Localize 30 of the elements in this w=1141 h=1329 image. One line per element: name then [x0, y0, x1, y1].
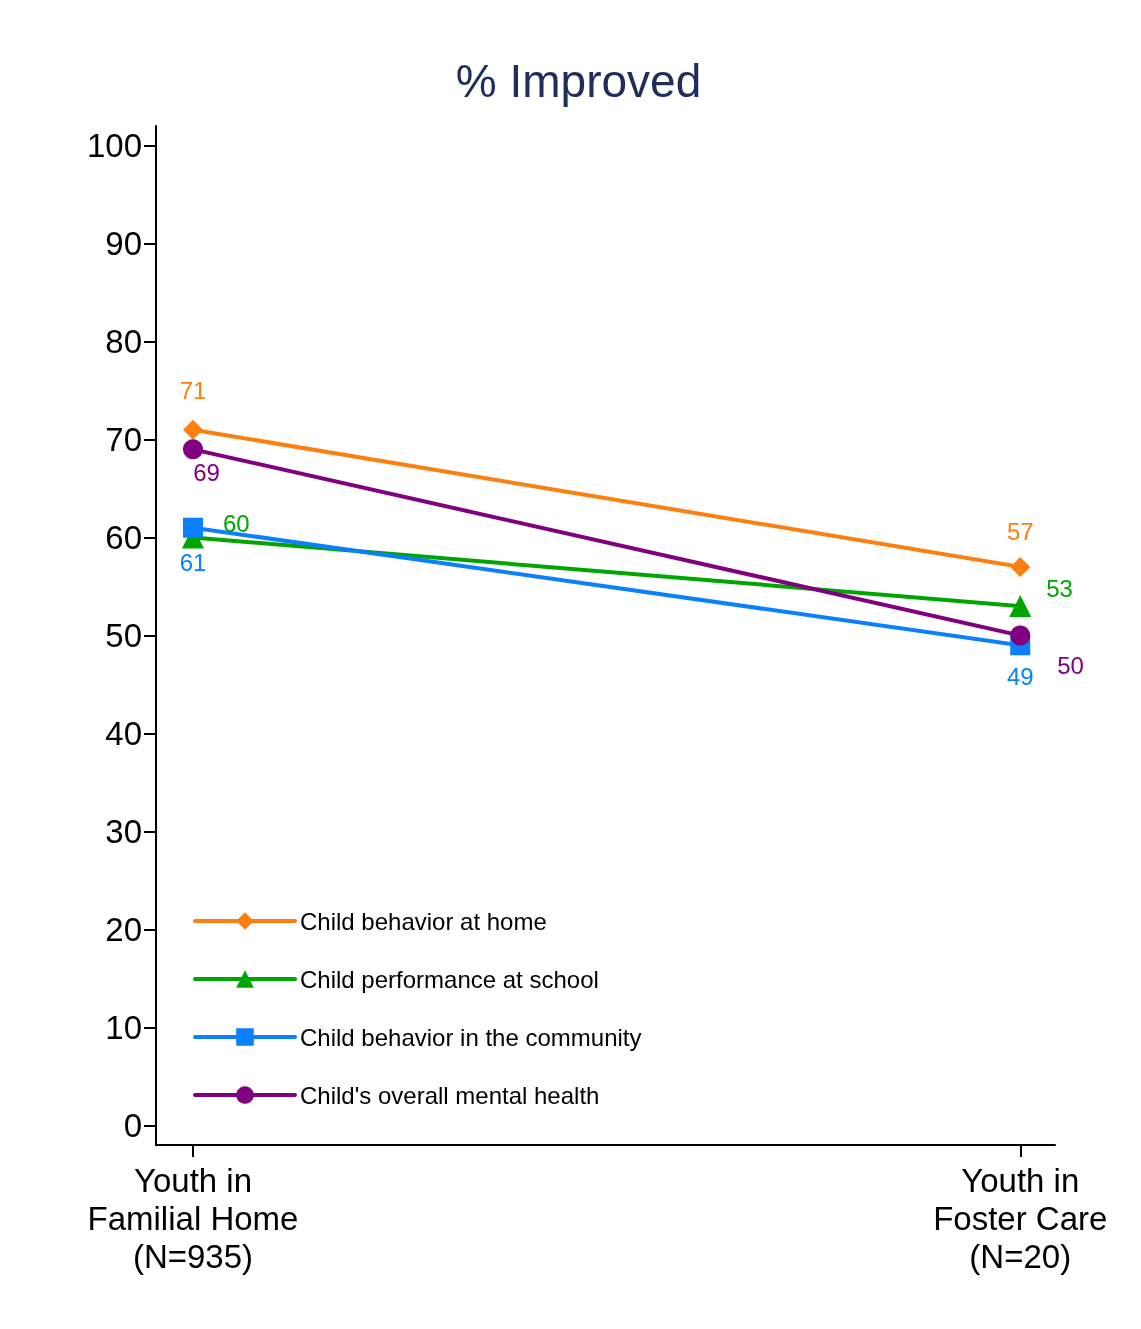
data-label: 57 — [1006, 518, 1034, 546]
legend-label: Child performance at school — [300, 965, 599, 993]
point — [1010, 625, 1031, 646]
data-label: 49 — [1006, 662, 1034, 690]
y-tick-label: 10 — [105, 1008, 142, 1046]
y-tick-label: 20 — [105, 910, 142, 948]
point — [182, 419, 203, 440]
x-tick-label: Youth in Familial Home (N=935) — [87, 1161, 299, 1275]
data-label: 69 — [193, 458, 220, 486]
y-tick-label: 70 — [105, 421, 142, 459]
y-tick-label: 60 — [105, 519, 142, 557]
y-tick-label: 100 — [86, 127, 142, 165]
y-tick-label: 50 — [105, 617, 142, 654]
y-tick-label: 0 — [123, 1106, 142, 1144]
y-tick-label: 90 — [105, 225, 142, 263]
data-label: 61 — [179, 549, 207, 577]
data-label: 53 — [1046, 574, 1073, 602]
point — [1010, 556, 1031, 577]
y-tick-label: 30 — [105, 812, 142, 850]
y-tick-label: 40 — [105, 714, 142, 752]
legend-label: Child behavior in the community — [300, 1023, 642, 1051]
point — [183, 439, 203, 460]
chart-title: % Improved — [455, 55, 702, 107]
x-tick-label: Youth in Foster Care (N=20) — [933, 1161, 1108, 1275]
legend-label: Child's overall mental health — [300, 1081, 600, 1109]
data-label: 50 — [1057, 652, 1084, 679]
y-tick-label: 80 — [105, 323, 142, 361]
data-label: 71 — [179, 377, 207, 405]
legend-label: Child behavior at home — [300, 907, 547, 935]
data-label: 60 — [222, 510, 250, 538]
